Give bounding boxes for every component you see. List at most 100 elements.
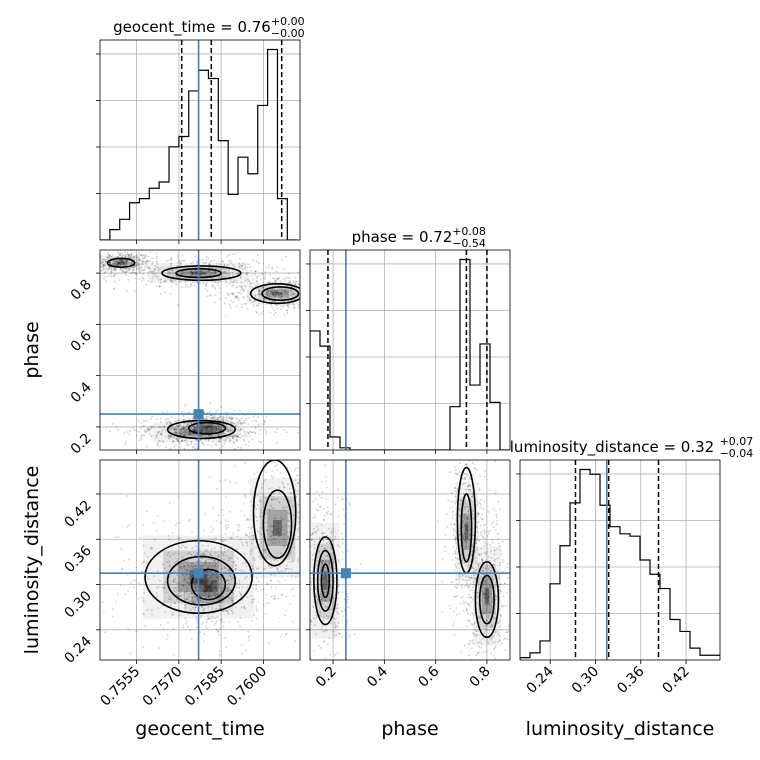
- sample-point: [164, 435, 167, 438]
- sample-point: [452, 545, 454, 548]
- sample-point: [188, 593, 191, 595]
- sample-point: [337, 559, 339, 561]
- sample-point: [108, 255, 111, 258]
- contour-line: [478, 574, 495, 625]
- sample-point: [177, 495, 180, 498]
- contour-line: [313, 536, 338, 626]
- sample-point: [465, 515, 468, 518]
- sample-point: [231, 599, 234, 602]
- sample-point: [226, 430, 229, 433]
- sample-point: [228, 559, 230, 562]
- sample-point: [235, 417, 238, 420]
- sample-point: [282, 506, 285, 509]
- sample-point: [270, 290, 273, 293]
- sample-point: [476, 591, 479, 594]
- sample-point: [166, 634, 169, 637]
- sample-point: [174, 427, 177, 430]
- sample-point: [265, 529, 268, 532]
- sample-point: [296, 467, 299, 470]
- sample-point: [489, 543, 492, 546]
- sample-point: [221, 539, 224, 542]
- sample-point: [282, 483, 284, 485]
- sample-point: [273, 289, 276, 291]
- sample-point: [141, 272, 144, 275]
- sample-point: [491, 606, 494, 609]
- sample-point: [213, 559, 216, 562]
- sample-point: [167, 621, 169, 624]
- sample-point: [252, 259, 255, 261]
- sample-point: [204, 431, 207, 434]
- sample-point: [212, 430, 214, 433]
- sample-point: [465, 488, 468, 491]
- sample-point: [262, 286, 265, 289]
- sample-point: [207, 578, 210, 581]
- sample-point: [188, 434, 190, 437]
- sample-point: [256, 590, 259, 593]
- sample-point: [484, 699, 486, 701]
- sample-point: [202, 553, 205, 556]
- histogram-phase: [310, 258, 510, 450]
- sample-point: [215, 426, 218, 429]
- sample-point: [321, 535, 324, 538]
- sample-point: [341, 591, 344, 594]
- sample-point: [215, 661, 217, 663]
- sample-point: [232, 437, 234, 439]
- sample-point: [252, 301, 254, 304]
- sample-point: [220, 428, 223, 431]
- sample-point: [144, 429, 147, 432]
- sample-point: [192, 425, 195, 428]
- sample-point: [460, 650, 462, 653]
- sample-point: [222, 416, 225, 419]
- sample-point: [190, 553, 193, 556]
- sample-point: [286, 309, 288, 312]
- sample-point: [471, 624, 474, 627]
- sample-point: [244, 266, 247, 269]
- sample-point: [108, 266, 111, 268]
- sample-point: [494, 510, 497, 512]
- sample-point: [235, 281, 238, 284]
- sample-point: [183, 598, 186, 601]
- sample-point: [452, 534, 455, 536]
- sample-point: [478, 553, 481, 556]
- sample-point: [320, 628, 323, 631]
- sample-point: [123, 270, 126, 273]
- sample-point: [463, 477, 466, 480]
- sample-point: [452, 510, 455, 513]
- sample-point: [111, 615, 114, 618]
- sample-point: [483, 532, 486, 535]
- sample-point: [459, 462, 461, 465]
- sample-point: [287, 272, 290, 275]
- sample-point: [331, 539, 334, 541]
- sample-point: [119, 261, 122, 264]
- density-block: [464, 523, 469, 540]
- sample-point: [88, 259, 90, 261]
- sample-point: [225, 496, 227, 499]
- sample-point: [270, 508, 272, 511]
- sample-point: [148, 260, 151, 262]
- sample-point: [201, 428, 204, 431]
- sample-point: [495, 662, 497, 664]
- sample-point: [246, 278, 249, 281]
- sample-point: [234, 595, 237, 598]
- sample-point: [228, 292, 230, 295]
- sample-point: [133, 451, 135, 453]
- sample-point: [135, 262, 138, 265]
- sample-point: [461, 535, 464, 538]
- sample-point: [226, 255, 229, 258]
- sample-point: [166, 260, 168, 263]
- sample-point: [323, 451, 325, 453]
- sample-point: [279, 472, 282, 475]
- sample-point: [292, 587, 294, 590]
- sample-point: [157, 269, 160, 272]
- sample-point: [194, 595, 197, 598]
- sample-point: [218, 654, 221, 657]
- sample-point: [202, 609, 205, 611]
- sample-point: [126, 289, 128, 292]
- sample-point: [142, 560, 145, 563]
- contour-line: [187, 421, 227, 435]
- sample-point: [308, 711, 310, 713]
- sample-point: [473, 515, 475, 518]
- sample-point: [482, 627, 485, 630]
- sample-point: [276, 567, 279, 569]
- sample-point: [122, 269, 125, 272]
